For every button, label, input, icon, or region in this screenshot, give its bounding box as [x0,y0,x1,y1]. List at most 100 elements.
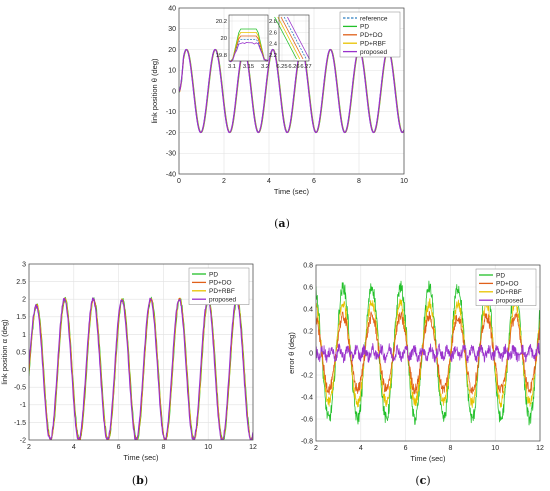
inset-frame [228,14,269,62]
y-tick-label: -0.8 [301,438,313,445]
chart-c: 2 4 6 8 10 12 -0.8 -0.6 -0.4 -0.2 0 0.2 0.4 0.6 0.8 Tim… [287,262,544,487]
series-line-proposed [316,342,540,364]
legend-label: PD [360,24,369,31]
caption-letter: b [136,474,144,487]
series-group [179,48,404,134]
chart-a: 0 2 4 6 8 10 -40 -30 -20 -10 0 10 20 30 40 Time (sec) li… [150,5,408,230]
inset-x-tick: 6.26 [288,64,299,70]
x-tick-label: 12 [536,445,544,452]
y-tick-label: -1.5 [14,420,26,427]
x-tick-label: 4 [267,178,271,185]
zoom-inset-1: 3.1 3.15 3.2 19.8 20 20.2 [216,14,269,70]
y-tick-label: 0.8 [303,262,313,269]
legend-label: PD+DO [360,32,383,39]
inset-frame [278,14,310,62]
inset-x-tick: 3.15 [243,64,254,70]
inset-y-tick: 19.8 [216,53,227,59]
y-tick-label: 1.5 [16,314,26,321]
y-tick-label: 0.4 [303,306,313,313]
inset-x-tick: 6.25 [276,64,287,70]
inset-x-tick: 3.2 [261,64,269,70]
x-tick-label: 6 [312,178,316,185]
axes-frame [315,264,541,442]
series-line-proposed [179,48,404,134]
x-axis-label: Time (sec) [274,187,310,196]
legend-label: PD [496,272,505,279]
legend-label: PD [209,271,218,278]
series-line-pd-rbf [316,298,540,408]
x-tick-label: 2 [314,445,318,452]
subfigure-caption: (b) [132,474,148,487]
y-tick-label: 3 [22,261,26,268]
inset-y-tick: 2.4 [269,42,278,48]
legend-label: PD+RBF [496,289,522,296]
series-group [316,280,540,426]
legend-label: PD+DO [209,280,232,287]
inset-y-tick: 2.2 [269,53,277,59]
y-tick-label: 0 [22,367,26,374]
series-line-proposed [29,297,253,440]
x-tick-label: 8 [357,178,361,185]
y-axis-label: link position α (deg) [0,319,9,385]
inset-line-pd-rbf [229,32,268,62]
x-tick-label: 10 [204,444,212,451]
y-tick-label: -0.5 [14,385,26,392]
x-tick-label: 0 [177,178,181,185]
y-tick-label: -20 [166,130,176,137]
y-tick-label: -2 [20,437,26,444]
y-tick-label: 20 [168,47,176,54]
x-tick-label: 4 [72,444,76,451]
series-group [29,296,253,440]
y-tick-label: -0.2 [301,372,313,379]
inset-line-proposed [228,42,269,63]
inset-line-proposed [287,16,310,60]
x-tick-label: 8 [161,444,165,451]
y-tick-label: -40 [166,171,176,178]
x-axis-label: Time (sec) [410,454,446,463]
x-tick-label: 10 [400,178,408,185]
axes-frame [178,7,405,175]
legend-label: reference [360,15,388,22]
legend-label: PD+RBF [360,41,386,48]
x-tick-label: 10 [491,445,499,452]
y-tick-label: -0.6 [301,416,313,423]
y-tick-label: 0.5 [16,349,26,356]
y-tick-label: -10 [166,109,176,116]
x-tick-label: 4 [359,445,363,452]
inset-line-reference [283,16,307,60]
y-tick-label: 2 [22,297,26,304]
x-tick-label: 2 [222,178,226,185]
y-tick-label: -0.4 [301,394,313,401]
legend-label: PD+RBF [209,288,235,295]
y-tick-label: 0.6 [303,284,313,291]
inset-y-tick: 2.6 [269,30,277,36]
series-line-pd [316,280,540,426]
y-tick-label: 10 [168,68,176,75]
subfigure-caption: (c) [415,474,430,487]
chart-b: 2 4 6 8 10 12 -2 -1.5 -1 -0.5 0 0.5 1 1.5 2 2.5 3 Time (s… [0,261,257,487]
x-tick-label: 12 [249,444,257,451]
zoom-inset-2: 6.25 6.26 6.27 2.2 2.4 2.6 2.8 [269,14,312,70]
legend-label: PD+DO [496,281,519,288]
y-tick-label: -30 [166,151,176,158]
x-tick-label: 2 [27,444,31,451]
inset-x-tick: 3.1 [228,64,236,70]
caption-letter: a [278,217,285,230]
x-tick-label: 6 [404,445,408,452]
inset-line-pd-rbf [277,16,301,60]
y-tick-label: 30 [168,26,176,33]
subfigure-caption: (a) [274,217,290,230]
y-tick-label: 0 [172,88,176,95]
y-axis-label: error θ (deg) [287,332,296,374]
series-line-pd-do [316,311,540,395]
x-axis-label: Time (sec) [123,453,159,462]
y-tick-label: 0.2 [303,328,313,335]
inset-line-pd [274,16,297,60]
caption-letter: c [420,474,427,487]
x-tick-label: 8 [448,445,452,452]
inset-x-tick: 6.27 [300,64,311,70]
x-tick-label: 6 [117,444,121,451]
inset-line-pd-do [280,16,304,60]
inset-y-tick: 20 [221,36,227,42]
